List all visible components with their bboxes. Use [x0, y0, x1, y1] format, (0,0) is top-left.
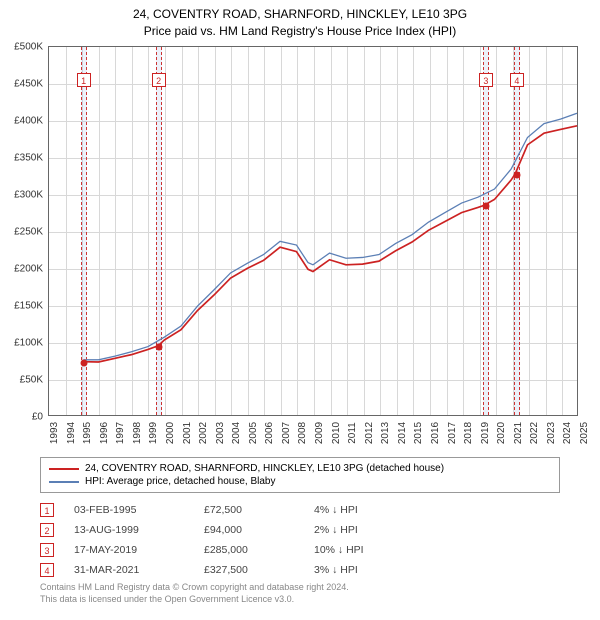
x-axis-label: 2020: [496, 422, 507, 444]
data-point-marker: [80, 360, 87, 367]
x-axis-label: 1999: [148, 422, 159, 444]
x-axis-label: 2023: [546, 422, 557, 444]
x-axis-label: 2024: [562, 422, 573, 444]
y-axis-label: £50K: [20, 375, 43, 386]
x-axis-label: 2003: [215, 422, 226, 444]
legend-swatch: [49, 468, 79, 470]
y-axis-label: £250K: [14, 227, 43, 238]
event-price: £327,500: [204, 564, 314, 576]
x-axis-label: 2000: [165, 422, 176, 444]
event-date: 13-AUG-1999: [74, 524, 204, 536]
legend-label: HPI: Average price, detached house, Blab…: [85, 476, 276, 487]
x-axis-label: 2001: [182, 422, 193, 444]
event-date: 31-MAR-2021: [74, 564, 204, 576]
y-axis-label: £150K: [14, 301, 43, 312]
event-date: 03-FEB-1995: [74, 504, 204, 516]
event-row: 3 17-MAY-2019£285,00010% ↓ HPI: [40, 540, 434, 560]
x-axis-label: 1996: [99, 422, 110, 444]
event-row: 4 31-MAR-2021£327,5003% ↓ HPI: [40, 560, 434, 580]
y-axis-label: £500K: [14, 42, 43, 53]
x-axis-label: 2006: [264, 422, 275, 444]
y-axis-label: £450K: [14, 79, 43, 90]
x-axis-label: 1995: [82, 422, 93, 444]
x-axis-label: 1998: [132, 422, 143, 444]
y-axis-label: £100K: [14, 338, 43, 349]
x-axis-label: 2005: [248, 422, 259, 444]
data-point-marker: [513, 171, 520, 178]
footer-line1: Contains HM Land Registry data © Crown c…: [40, 582, 349, 594]
legend-label: 24, COVENTRY ROAD, SHARNFORD, HINCKLEY, …: [85, 463, 444, 474]
x-axis-label: 2007: [281, 422, 292, 444]
chart-lines: [49, 47, 577, 415]
event-price: £72,500: [204, 504, 314, 516]
x-axis-label: 2021: [513, 422, 524, 444]
event-marker: 4: [40, 563, 54, 577]
x-axis-label: 2017: [447, 422, 458, 444]
event-price: £94,000: [204, 524, 314, 536]
title-line2: Price paid vs. HM Land Registry's House …: [0, 23, 600, 40]
legend: 24, COVENTRY ROAD, SHARNFORD, HINCKLEY, …: [40, 457, 560, 493]
event-price: £285,000: [204, 544, 314, 556]
event-row: 1 03-FEB-1995£72,5004% ↓ HPI: [40, 500, 434, 520]
footer-line2: This data is licensed under the Open Gov…: [40, 594, 349, 606]
y-axis-label: £350K: [14, 153, 43, 164]
y-axis-label: £200K: [14, 264, 43, 275]
chart-title: 24, COVENTRY ROAD, SHARNFORD, HINCKLEY, …: [0, 0, 600, 40]
legend-swatch: [49, 481, 79, 483]
x-axis-label: 2013: [380, 422, 391, 444]
x-axis-label: 1993: [49, 422, 60, 444]
x-axis-label: 2008: [297, 422, 308, 444]
event-delta: 4% ↓ HPI: [314, 504, 434, 516]
data-point-marker: [482, 203, 489, 210]
series-line: [83, 113, 577, 360]
x-axis-label: 2009: [314, 422, 325, 444]
event-marker: 3: [40, 543, 54, 557]
data-point-marker: [155, 344, 162, 351]
x-axis-label: 2011: [347, 422, 358, 444]
x-axis-label: 2016: [430, 422, 441, 444]
y-axis-label: £400K: [14, 116, 43, 127]
event-delta: 3% ↓ HPI: [314, 564, 434, 576]
x-axis-label: 2018: [463, 422, 474, 444]
series-line: [83, 126, 577, 362]
x-axis-label: 2012: [364, 422, 375, 444]
x-axis-label: 2025: [579, 422, 590, 444]
y-axis-label: £0: [32, 412, 43, 423]
x-axis-label: 2019: [480, 422, 491, 444]
footer-text: Contains HM Land Registry data © Crown c…: [40, 582, 349, 605]
event-row: 2 13-AUG-1999£94,0002% ↓ HPI: [40, 520, 434, 540]
y-axis-label: £300K: [14, 190, 43, 201]
event-marker: 1: [40, 503, 54, 517]
legend-row: 24, COVENTRY ROAD, SHARNFORD, HINCKLEY, …: [49, 462, 551, 475]
legend-row: HPI: Average price, detached house, Blab…: [49, 475, 551, 488]
event-marker: 2: [40, 523, 54, 537]
event-delta: 2% ↓ HPI: [314, 524, 434, 536]
title-line1: 24, COVENTRY ROAD, SHARNFORD, HINCKLEY, …: [0, 6, 600, 23]
x-axis-label: 2002: [198, 422, 209, 444]
x-axis-label: 2015: [413, 422, 424, 444]
x-axis-label: 1994: [66, 422, 77, 444]
x-axis-label: 2014: [397, 422, 408, 444]
x-axis-label: 2004: [231, 422, 242, 444]
x-axis-label: 2010: [331, 422, 342, 444]
chart-plot-area: £0£50K£100K£150K£200K£250K£300K£350K£400…: [48, 46, 578, 416]
event-delta: 10% ↓ HPI: [314, 544, 434, 556]
x-axis-label: 2022: [529, 422, 540, 444]
event-date: 17-MAY-2019: [74, 544, 204, 556]
x-axis-label: 1997: [115, 422, 126, 444]
event-table: 103-FEB-1995£72,5004% ↓ HPI213-AUG-1999£…: [40, 500, 434, 580]
